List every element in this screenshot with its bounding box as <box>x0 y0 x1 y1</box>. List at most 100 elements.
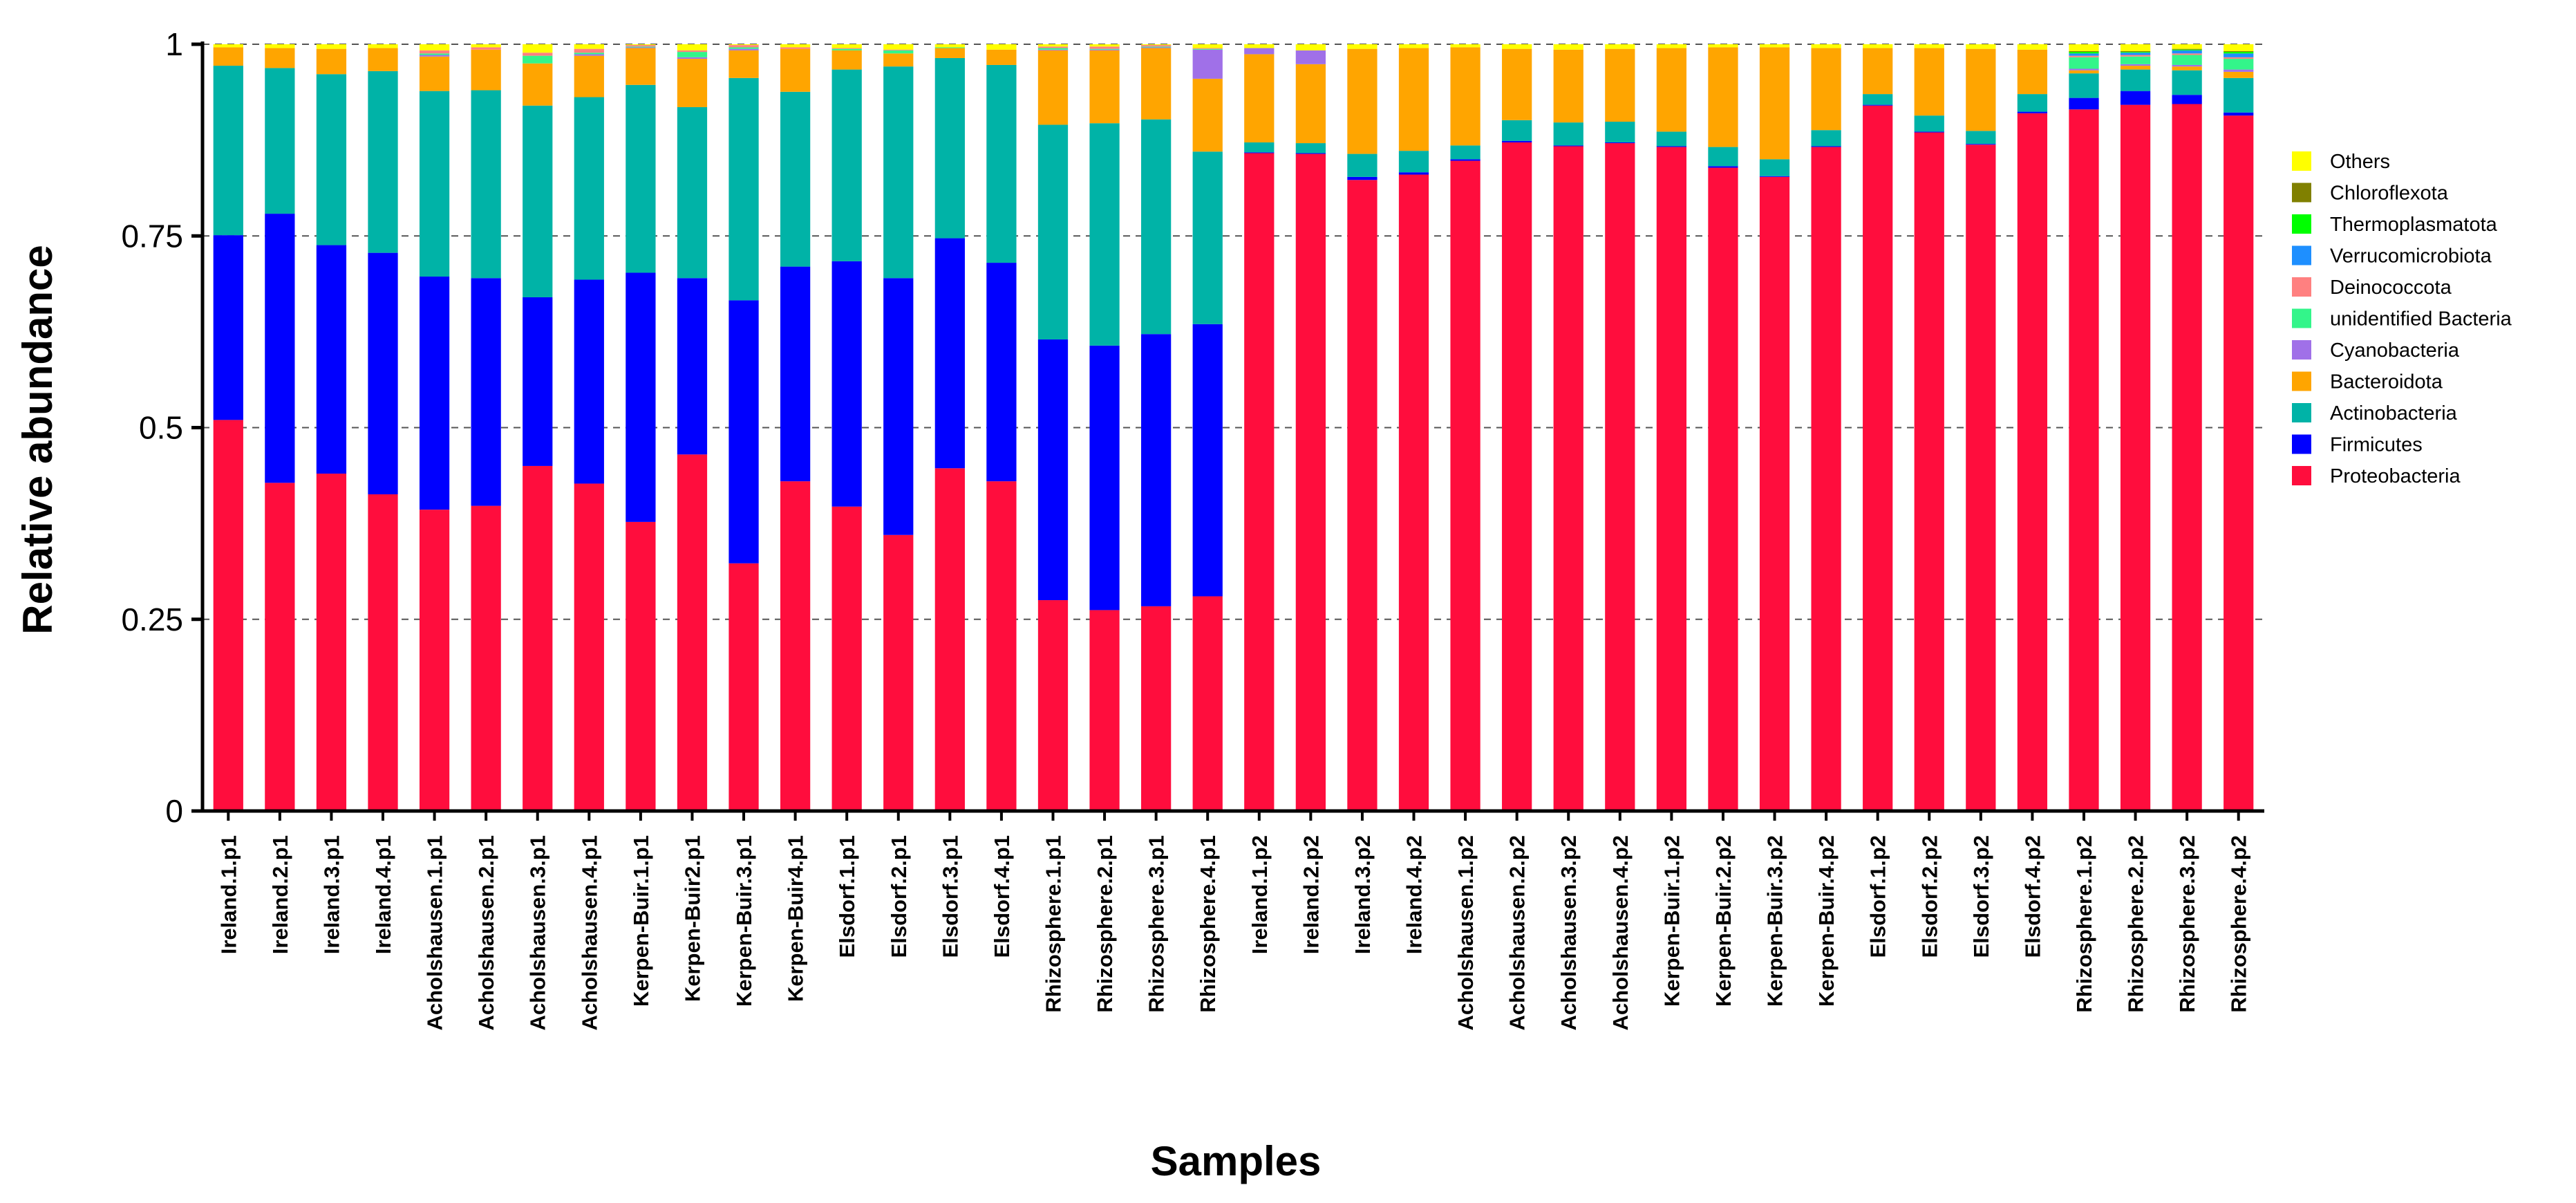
bar-segment <box>368 44 398 48</box>
bar-segment <box>626 84 656 273</box>
bar-segment <box>1192 44 1223 48</box>
bar-segment <box>934 468 965 811</box>
x-tick-label: Elsdorf.1.p1 <box>835 835 859 958</box>
bar-segment <box>1347 176 1378 180</box>
bar-segment <box>419 44 450 50</box>
x-tick-label: Acholshausen.2.p2 <box>1505 835 1530 1031</box>
bar-segment <box>1811 146 1841 147</box>
bar-segment <box>213 44 243 48</box>
bar-segment <box>728 47 759 49</box>
bar-segment <box>1502 142 1532 811</box>
x-tick-label: Rhizosphere.2.p2 <box>2124 835 2148 1013</box>
x-tick-label: Elsdorf.3.p1 <box>938 835 962 958</box>
bar-segment <box>1863 48 1893 95</box>
bar-segment <box>1759 47 1790 160</box>
bar-segment <box>1141 44 1172 46</box>
bar-segment <box>419 56 450 91</box>
x-tick-label: Kerpen-Buir.3.p1 <box>732 835 756 1007</box>
bar-segment <box>1914 115 1944 132</box>
bar-segment <box>2172 104 2202 811</box>
y-tick-label: 0 <box>165 793 183 829</box>
bar-segment <box>316 44 347 49</box>
bar-segment <box>626 521 656 811</box>
bar-segment <box>265 44 295 48</box>
bar-segment <box>1656 146 1687 147</box>
bar-segment <box>1450 159 1480 161</box>
bar-segment <box>2224 57 2254 59</box>
x-tick-label: Elsdorf.2.p2 <box>1917 835 1942 958</box>
bar-segment <box>1966 144 1996 812</box>
bar-segment <box>2224 44 2254 51</box>
bar-segment <box>728 50 759 78</box>
bar-segment <box>1192 78 1223 152</box>
bar-segment <box>574 483 604 811</box>
bar-segment <box>1398 48 1429 151</box>
bar-segment <box>2224 69 2254 72</box>
bar-segment <box>2120 55 2151 57</box>
legend-label: Verrucomicrobiota <box>2330 245 2492 268</box>
bar-segment <box>831 506 862 811</box>
bar-segment <box>1914 44 1944 48</box>
bar-segment <box>934 238 965 469</box>
legend-label: Deinococcota <box>2330 277 2452 299</box>
x-tick-label: Acholshausen.4.p1 <box>577 835 601 1031</box>
bar-segment <box>1553 122 1583 146</box>
bar-segment <box>2172 48 2202 50</box>
x-tick-label: Rhizosphere.2.p1 <box>1093 835 1117 1013</box>
bar-segment <box>2172 70 2202 95</box>
bar-segment <box>1398 172 1429 175</box>
bar-segment <box>677 44 708 50</box>
bar-segment <box>523 55 553 64</box>
bar-segment <box>1141 47 1172 48</box>
bar-segment <box>2120 66 2151 70</box>
bar-segment <box>2069 55 2099 57</box>
bar-segment <box>1863 104 1893 106</box>
legend-label: Firmicutes <box>2330 434 2423 456</box>
bar-segment <box>574 54 604 56</box>
bar-segment <box>728 45 759 48</box>
bar-segment <box>1398 151 1429 173</box>
bar-segment <box>1656 44 1687 48</box>
bar-segment <box>1450 145 1480 160</box>
bar-segment <box>574 44 604 49</box>
bar-segment <box>1553 145 1583 147</box>
bar-segment <box>883 44 914 50</box>
bar-segment <box>1192 48 1223 49</box>
bar-segment <box>574 48 604 53</box>
bar-segment <box>934 57 965 239</box>
bar-segment <box>780 48 811 92</box>
bar-segment <box>2120 52 2151 53</box>
bar-segment <box>1656 147 1687 811</box>
bar-segment <box>1708 147 1738 167</box>
y-tick-label: 0.25 <box>121 602 183 637</box>
bar-segment <box>1089 610 1120 811</box>
bar-segment <box>2069 50 2099 53</box>
bar-segment <box>574 279 604 484</box>
bar-segment <box>626 48 656 85</box>
bar-segment <box>1553 49 1583 123</box>
x-tick-label: Acholshausen.3.p1 <box>526 835 550 1031</box>
x-tick-label: Kerpen-Buir.4.p2 <box>1814 835 1839 1007</box>
bar-segment <box>316 48 347 75</box>
bar-segment <box>2224 71 2254 78</box>
bar-segment <box>626 47 656 48</box>
x-tick-label: Ireland.3.p1 <box>319 835 344 954</box>
bar-segment <box>419 277 450 510</box>
x-tick-label: Ireland.1.p2 <box>1248 835 1272 954</box>
bar-segment <box>419 91 450 277</box>
bar-segment <box>728 48 759 50</box>
bar-segment <box>2172 55 2202 65</box>
bar-segment <box>471 505 501 811</box>
bar-segment <box>1089 345 1120 610</box>
bar-segment <box>471 44 501 48</box>
axes <box>191 41 2264 821</box>
bar-segment <box>677 106 708 279</box>
y-tick-label: 1 <box>165 26 183 62</box>
bar-segment <box>2069 53 2099 56</box>
legend-swatch <box>2292 151 2311 171</box>
bar-segment <box>883 278 914 535</box>
bar-segment <box>1502 140 1532 142</box>
legend-swatch <box>2292 214 2311 234</box>
bars <box>213 44 2254 812</box>
bar-segment <box>2172 95 2202 104</box>
